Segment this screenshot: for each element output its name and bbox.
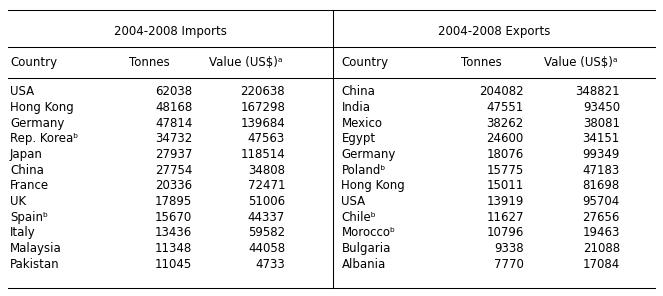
Text: Egypt: Egypt <box>341 132 375 145</box>
Text: 167298: 167298 <box>240 101 285 114</box>
Text: India: India <box>341 101 371 114</box>
Text: 24600: 24600 <box>487 132 524 145</box>
Text: Spainᵇ: Spainᵇ <box>10 211 48 224</box>
Text: 48168: 48168 <box>155 101 192 114</box>
Text: UK: UK <box>10 195 26 208</box>
Text: 47551: 47551 <box>487 101 524 114</box>
Text: Value (US$)ᵃ: Value (US$)ᵃ <box>544 56 617 69</box>
Text: 93450: 93450 <box>583 101 620 114</box>
Text: Value (US$)ᵃ: Value (US$)ᵃ <box>209 56 282 69</box>
Text: 11348: 11348 <box>155 242 192 255</box>
Text: 34151: 34151 <box>583 132 620 145</box>
Text: 62038: 62038 <box>155 85 192 98</box>
Text: 51006: 51006 <box>248 195 285 208</box>
Text: 38081: 38081 <box>583 117 620 130</box>
Text: Tonnes: Tonnes <box>129 56 170 69</box>
Text: France: France <box>10 179 49 192</box>
Text: 34808: 34808 <box>248 164 285 177</box>
Text: Bulgaria: Bulgaria <box>341 242 391 255</box>
Text: Albania: Albania <box>341 258 386 271</box>
Text: 95704: 95704 <box>583 195 620 208</box>
Text: 2004-2008 Imports: 2004-2008 Imports <box>114 25 227 38</box>
Text: 17084: 17084 <box>583 258 620 271</box>
Text: 11045: 11045 <box>155 258 192 271</box>
Text: Malaysia: Malaysia <box>10 242 62 255</box>
Text: Germany: Germany <box>341 148 396 161</box>
Text: 47563: 47563 <box>248 132 285 145</box>
Text: 99349: 99349 <box>583 148 620 161</box>
Text: 10796: 10796 <box>487 226 524 239</box>
Text: 204082: 204082 <box>479 85 524 98</box>
Text: 220638: 220638 <box>241 85 285 98</box>
Text: 72471: 72471 <box>247 179 285 192</box>
Text: 59582: 59582 <box>248 226 285 239</box>
Text: 15011: 15011 <box>487 179 524 192</box>
Text: 38262: 38262 <box>487 117 524 130</box>
Text: 15670: 15670 <box>155 211 192 224</box>
Text: Hong Kong: Hong Kong <box>10 101 74 114</box>
Text: 47814: 47814 <box>155 117 192 130</box>
Text: 17895: 17895 <box>155 195 192 208</box>
Text: 348821: 348821 <box>575 85 620 98</box>
Text: Tonnes: Tonnes <box>461 56 501 69</box>
Text: 20336: 20336 <box>155 179 192 192</box>
Text: 27656: 27656 <box>583 211 620 224</box>
Text: 47183: 47183 <box>583 164 620 177</box>
Text: Rep. Koreaᵇ: Rep. Koreaᵇ <box>10 132 78 145</box>
Text: Polandᵇ: Polandᵇ <box>341 164 386 177</box>
Text: 7770: 7770 <box>494 258 524 271</box>
Text: Germany: Germany <box>10 117 64 130</box>
Text: 118514: 118514 <box>241 148 285 161</box>
Text: 27937: 27937 <box>155 148 192 161</box>
Text: 44058: 44058 <box>248 242 285 255</box>
Text: 4733: 4733 <box>255 258 285 271</box>
Text: Hong Kong: Hong Kong <box>341 179 405 192</box>
Text: 139684: 139684 <box>241 117 285 130</box>
Text: 19463: 19463 <box>583 226 620 239</box>
Text: 44337: 44337 <box>248 211 285 224</box>
Text: 34732: 34732 <box>155 132 192 145</box>
Text: 13436: 13436 <box>155 226 192 239</box>
Text: Japan: Japan <box>10 148 43 161</box>
Text: Italy: Italy <box>10 226 36 239</box>
Text: China: China <box>341 85 375 98</box>
Text: Pakistan: Pakistan <box>10 258 60 271</box>
Text: USA: USA <box>10 85 34 98</box>
Text: 9338: 9338 <box>494 242 524 255</box>
Text: Chileᵇ: Chileᵇ <box>341 211 376 224</box>
Text: 27754: 27754 <box>155 164 192 177</box>
Text: Mexico: Mexico <box>341 117 383 130</box>
Text: 21088: 21088 <box>583 242 620 255</box>
Text: China: China <box>10 164 44 177</box>
Text: Country: Country <box>10 56 57 69</box>
Text: 81698: 81698 <box>583 179 620 192</box>
Text: Country: Country <box>341 56 389 69</box>
Text: 18076: 18076 <box>487 148 524 161</box>
Text: 11627: 11627 <box>486 211 524 224</box>
Text: Moroccoᵇ: Moroccoᵇ <box>341 226 395 239</box>
Text: 13919: 13919 <box>487 195 524 208</box>
Text: 15775: 15775 <box>487 164 524 177</box>
Text: USA: USA <box>341 195 365 208</box>
Text: 2004-2008 Exports: 2004-2008 Exports <box>438 25 550 38</box>
